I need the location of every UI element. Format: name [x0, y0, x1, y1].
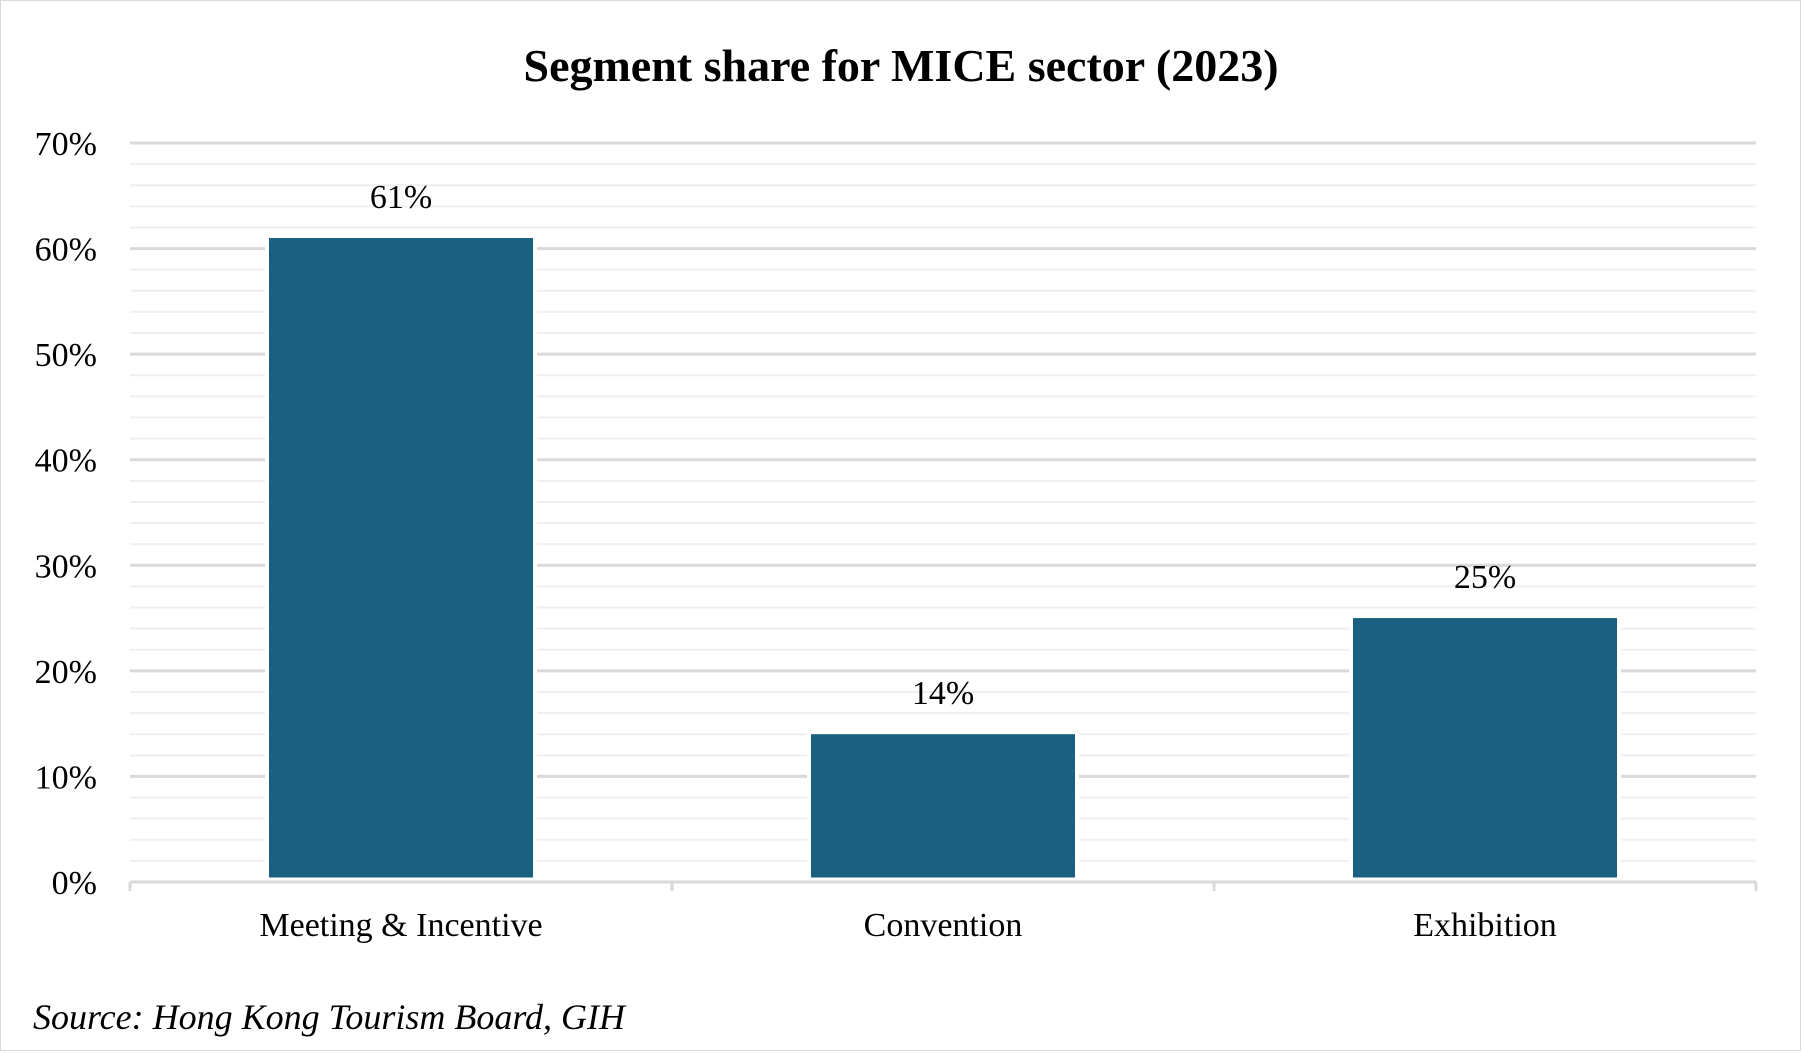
y-tick-label: 30% [35, 548, 97, 585]
category-label: Exhibition [1413, 907, 1557, 944]
y-axis-tick-labels: 0% 10% 20% 30% 40% 50% 60% 70% [35, 126, 97, 902]
bar [1353, 618, 1617, 878]
source-note: Source: Hong Kong Tourism Board, GIH [33, 997, 626, 1037]
y-tick-label: 50% [35, 337, 97, 374]
data-label: 25% [1454, 559, 1516, 596]
x-axis [128, 880, 1758, 891]
category-label: Meeting & Incentive [259, 907, 542, 944]
y-tick-label: 0% [52, 865, 97, 902]
category-label: Convention [864, 907, 1023, 944]
data-labels: 61% 14% 25% [370, 179, 1516, 712]
y-tick-label: 20% [35, 654, 97, 691]
bars [265, 234, 1621, 878]
bar [811, 734, 1075, 878]
bar [269, 238, 533, 878]
y-tick-label: 60% [35, 232, 97, 269]
y-tick-label: 70% [35, 126, 97, 163]
chart-title: Segment share for MICE sector (2023) [523, 40, 1278, 91]
y-tick-label: 40% [35, 443, 97, 480]
x-axis-category-labels: Meeting & Incentive Convention Exhibition [259, 907, 1556, 944]
data-label: 61% [370, 179, 432, 216]
data-label: 14% [912, 675, 974, 712]
y-tick-label: 10% [35, 759, 97, 796]
